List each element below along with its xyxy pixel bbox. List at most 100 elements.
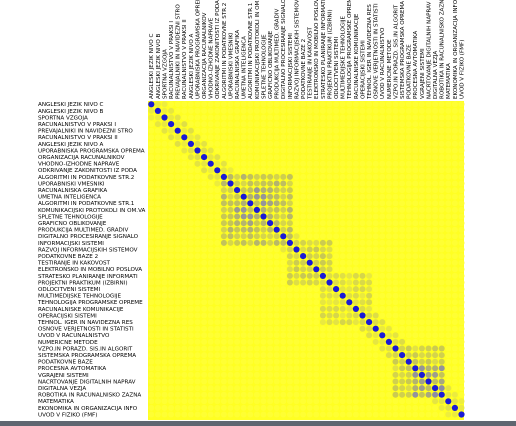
matrix-cell-35-3 <box>168 332 175 339</box>
matrix-cell-36-8 <box>201 338 208 345</box>
matrix-cell-34-29 <box>339 325 346 332</box>
matrix-cell-24-31 <box>352 259 359 266</box>
matrix-cell-27-40 <box>412 279 419 286</box>
matrix-cell-14-4 <box>174 193 181 200</box>
matrix-cell-44-28 <box>333 391 340 398</box>
matrix-cell-45-43 <box>432 398 439 405</box>
matrix-cell-47-40 <box>412 411 419 418</box>
matrix-cell-29-41 <box>418 292 425 299</box>
matrix-cell-19-0 <box>148 226 155 233</box>
matrix-cell-12-38 <box>399 180 406 187</box>
matrix-cell-23-37 <box>392 253 399 260</box>
matrix-cell-38-35 <box>379 352 386 359</box>
matrix-cell-35-31 <box>352 332 359 339</box>
row-label-22: RAZVOJ INFORMACIJSKIH SISTEMOV <box>38 247 138 253</box>
matrix-cell-21-22 <box>293 239 300 246</box>
matrix-cell-20-37 <box>392 233 399 240</box>
matrix-cell-16-32 <box>359 206 366 213</box>
matrix-cell-1-33 <box>366 107 373 114</box>
matrix-cell-10-12 <box>227 167 234 174</box>
matrix-cell-22-9 <box>207 246 214 253</box>
matrix-cell-7-18 <box>267 147 274 154</box>
matrix-cell-43-19 <box>273 385 280 392</box>
matrix-cell-10-6 <box>187 167 194 174</box>
matrix-cell-13-23 <box>300 187 307 194</box>
matrix-cell-15-9 <box>207 200 214 207</box>
matrix-cell-33-3 <box>168 319 175 326</box>
matrix-cell-32-35 <box>379 312 386 319</box>
matrix-cell-6-6 <box>187 140 194 147</box>
matrix-cell-38-2 <box>161 352 168 359</box>
matrix-cell-44-31 <box>352 391 359 398</box>
matrix-cell-21-19 <box>273 239 280 246</box>
matrix-cell-30-4 <box>174 299 181 306</box>
matrix-cell-42-38 <box>399 378 406 385</box>
matrix-cell-40-3 <box>168 365 175 372</box>
column-label-21: INFORMACIJSKI SISTEMI <box>288 33 294 99</box>
matrix-cell-46-7 <box>194 404 201 411</box>
matrix-cell-0-0 <box>148 101 155 108</box>
matrix-cell-7-28 <box>333 147 340 154</box>
matrix-cell-6-9 <box>207 140 214 147</box>
matrix-cell-1-11 <box>220 107 227 114</box>
matrix-cell-15-45 <box>445 200 452 207</box>
matrix-cell-32-23 <box>300 312 307 319</box>
matrix-cell-8-43 <box>432 154 439 161</box>
column-label-27: PROJEKTNI PRAKTIKUM (IZBIRNI) <box>327 9 333 99</box>
matrix-cell-8-20 <box>280 154 287 161</box>
matrix-cell-46-0 <box>148 404 155 411</box>
matrix-cell-9-31 <box>352 160 359 167</box>
matrix-cell-37-40 <box>412 345 419 352</box>
matrix-cell-24-0 <box>148 259 155 266</box>
matrix-cell-4-41 <box>418 127 425 134</box>
column-label-35: UVOD V RACUNALNISTVO <box>380 27 386 99</box>
matrix-cell-25-20 <box>280 266 287 273</box>
matrix-cell-42-5 <box>181 378 188 385</box>
matrix-cell-46-8 <box>201 404 208 411</box>
matrix-cell-19-22 <box>293 226 300 233</box>
matrix-cell-16-43 <box>432 206 439 213</box>
matrix-cell-24-44 <box>438 259 445 266</box>
matrix-cell-20-29 <box>339 233 346 240</box>
matrix-cell-34-22 <box>293 325 300 332</box>
matrix-cell-26-32 <box>359 272 366 279</box>
matrix-cell-16-27 <box>326 206 333 213</box>
matrix-cell-29-17 <box>260 292 267 299</box>
matrix-cell-2-23 <box>300 114 307 121</box>
row-label-1: ANGLESKI JEZIK NIVO B <box>38 109 103 115</box>
matrix-cell-35-15 <box>247 332 254 339</box>
matrix-cell-8-24 <box>306 154 313 161</box>
matrix-cell-5-45 <box>445 134 452 141</box>
matrix-cell-12-34 <box>372 180 379 187</box>
matrix-cell-47-7 <box>194 411 201 418</box>
matrix-cell-41-11 <box>220 371 227 378</box>
matrix-cell-25-5 <box>181 266 188 273</box>
matrix-cell-6-46 <box>451 140 458 147</box>
matrix-cell-42-7 <box>194 378 201 385</box>
matrix-cell-28-12 <box>227 286 234 293</box>
matrix-cell-45-21 <box>286 398 293 405</box>
matrix-cell-16-23 <box>300 206 307 213</box>
matrix-cell-11-10 <box>214 173 221 180</box>
matrix-cell-41-14 <box>240 371 247 378</box>
matrix-cell-27-47 <box>458 279 465 286</box>
matrix-cell-38-17 <box>260 352 267 359</box>
matrix-cell-42-35 <box>379 378 386 385</box>
matrix-cell-28-41 <box>418 286 425 293</box>
matrix-cell-10-46 <box>451 167 458 174</box>
matrix-cell-47-12 <box>227 411 234 418</box>
row-label-25: ELEKTRONSKO IN MOBILNO POSLOVA <box>38 267 142 273</box>
matrix-cell-33-45 <box>445 319 452 326</box>
matrix-cell-25-47 <box>458 266 465 273</box>
matrix-cell-3-46 <box>451 121 458 128</box>
matrix-cell-41-41 <box>418 371 425 378</box>
matrix-cell-7-5 <box>181 147 188 154</box>
column-label-36: NUMERICNE METODE <box>387 39 393 99</box>
matrix-cell-45-46 <box>451 398 458 405</box>
matrix-cell-46-9 <box>207 404 214 411</box>
matrix-cell-15-5 <box>181 200 188 207</box>
matrix-cell-32-2 <box>161 312 168 319</box>
matrix-cell-30-24 <box>306 299 313 306</box>
matrix-cell-32-1 <box>154 312 161 319</box>
matrix-cell-36-27 <box>326 338 333 345</box>
